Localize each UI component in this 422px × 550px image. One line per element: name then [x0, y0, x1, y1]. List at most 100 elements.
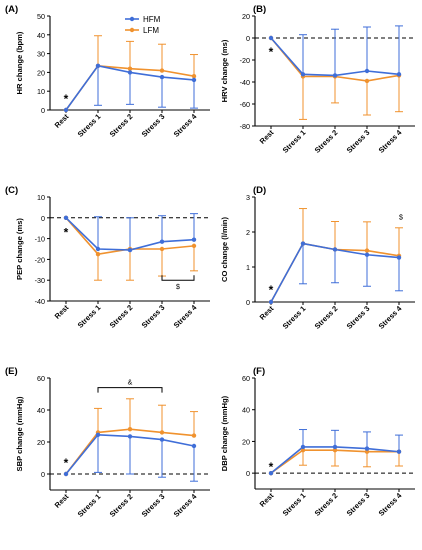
y-tick-label: 60 [37, 374, 45, 383]
y-tick-label: -40 [35, 297, 45, 306]
data-point-hfm [268, 470, 274, 476]
panel-label: (F) [253, 366, 265, 377]
data-point-hfm [396, 449, 402, 454]
x-tick-label: Stress 3 [345, 304, 372, 331]
data-point-hfm [127, 434, 133, 439]
significance-asterisk: * [269, 283, 274, 297]
panel-label: (B) [253, 4, 266, 15]
data-point-hfm [95, 63, 101, 69]
x-tick-label: Rest [258, 491, 276, 509]
y-tick-label: 1 [246, 263, 250, 272]
x-tick-label: Stress 4 [172, 111, 199, 138]
data-point-hfm [159, 239, 165, 244]
x-tick-label: Rest [53, 112, 71, 130]
x-tick-label: Stress 2 [313, 128, 340, 155]
data-point-hfm [300, 241, 306, 246]
x-tick-label: Stress 3 [345, 128, 372, 155]
x-tick-label: Stress 4 [377, 490, 404, 517]
significance-asterisk: * [64, 456, 69, 470]
y-tick-label: 40 [37, 31, 45, 40]
data-point-hfm [300, 444, 306, 450]
y-tick-label: 50 [37, 12, 45, 21]
bracket-label: & [128, 380, 133, 387]
data-point-hfm [364, 68, 370, 74]
data-point-lfm [364, 449, 370, 454]
data-point-hfm [268, 35, 274, 41]
data-point-lfm [159, 430, 165, 435]
y-tick-label: 0 [246, 469, 250, 478]
y-tick-label: -30 [35, 276, 45, 285]
x-tick-label: Stress 4 [172, 491, 199, 518]
data-point-hfm [396, 72, 402, 77]
data-point-hfm [63, 107, 69, 113]
x-tick-label: Stress 1 [76, 112, 103, 139]
y-tick-label: 20 [242, 12, 250, 21]
y-tick-label: 20 [37, 68, 45, 77]
panel-label: (D) [253, 185, 266, 196]
panel-label: (E) [5, 366, 18, 377]
y-tick-label: 0 [246, 298, 250, 307]
x-tick-label: Stress 2 [108, 303, 135, 330]
significance-asterisk: * [64, 92, 69, 106]
x-tick-label: Stress 1 [281, 304, 308, 331]
significance-bracket [97, 387, 163, 393]
y-tick-label: -40 [240, 78, 250, 87]
y-tick-label: 2 [246, 228, 250, 237]
significance-asterisk: * [64, 225, 69, 239]
data-point-lfm [300, 447, 306, 453]
y-tick-label: 3 [246, 193, 250, 202]
chart-panel-1: (A) 0 10 20 30 40 50 HR change (bpm) Rest Stress … [5, 4, 210, 139]
x-tick-label: Stress 2 [313, 491, 340, 518]
panel-label: (A) [5, 4, 18, 15]
data-point-lfm [364, 78, 370, 84]
x-tick-label: Stress 4 [377, 127, 404, 154]
x-tick-label: Stress 1 [281, 128, 308, 155]
data-point-lfm [191, 73, 197, 79]
y-tick-label: 30 [37, 50, 45, 59]
significance-asterisk: * [269, 460, 274, 474]
x-tick-label: Rest [258, 128, 276, 146]
data-point-hfm [332, 73, 338, 78]
data-point-hfm [191, 77, 197, 83]
y-axis-label: HRV change (ms) [220, 39, 229, 102]
data-point-hfm [159, 437, 165, 442]
y-tick-label: 60 [242, 374, 250, 383]
data-point-hfm [332, 444, 338, 450]
x-tick-label: Stress 4 [172, 302, 199, 329]
data-point-hfm [191, 237, 197, 242]
data-point-lfm [95, 252, 101, 257]
y-axis-label: SBP change (mmHg) [15, 396, 24, 471]
data-point-hfm [127, 247, 133, 253]
y-tick-label: 0 [41, 106, 45, 115]
y-tick-label: 40 [37, 406, 45, 415]
data-point-lfm [332, 447, 338, 453]
y-tick-label: 0 [41, 470, 45, 479]
data-point-lfm [159, 246, 165, 252]
y-tick-label: -10 [35, 235, 45, 244]
chart-panel-3: (C) -40 -30 -20 -10 0 10 PEP change (ms) Rest Str… [5, 185, 210, 330]
significance-bracket [161, 275, 195, 281]
x-tick-label: Stress 2 [313, 304, 340, 331]
y-tick-label: -20 [240, 56, 250, 65]
x-tick-label: Stress 2 [108, 112, 135, 139]
x-tick-label: Stress 4 [377, 303, 404, 330]
data-point-hfm [191, 443, 197, 449]
significance-symbol: $ [399, 214, 403, 221]
x-tick-label: Stress 2 [108, 492, 135, 519]
data-point-lfm [127, 66, 133, 71]
x-tick-label: Stress 1 [76, 303, 103, 330]
data-point-hfm [364, 252, 370, 257]
y-tick-label: 20 [242, 437, 250, 446]
legend-label-lfm: LFM [143, 26, 159, 35]
data-point-hfm [63, 471, 69, 477]
bracket-label: $ [176, 284, 180, 291]
x-tick-label: Rest [53, 303, 71, 321]
data-point-hfm [364, 446, 370, 451]
data-point-hfm [127, 70, 133, 75]
data-point-lfm [127, 427, 133, 432]
chart-panel-2: (B) -80 -60 -40 -20 0 20 HRV change (ms) Rest Str… [220, 4, 415, 155]
y-tick-label: -80 [240, 122, 250, 131]
x-tick-label: Stress 1 [76, 492, 103, 519]
